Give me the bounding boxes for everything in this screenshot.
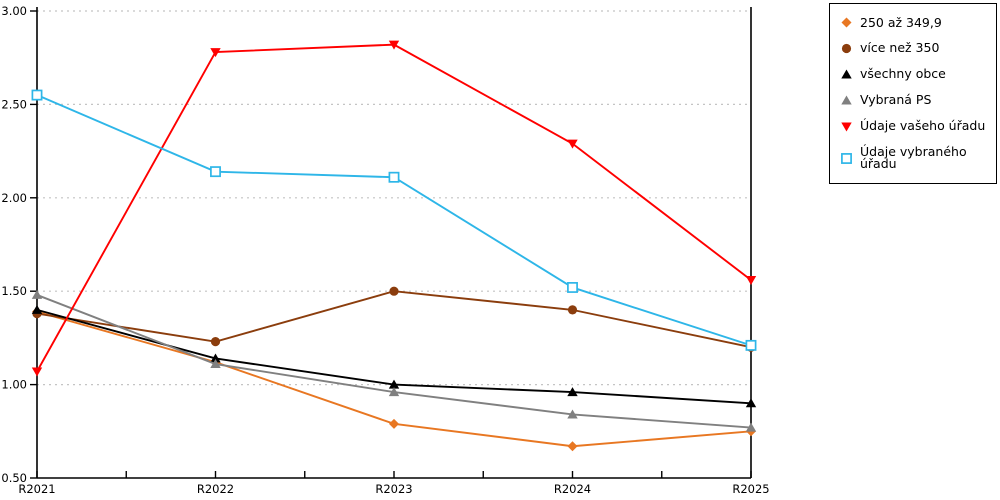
legend-marker-icon bbox=[841, 69, 852, 79]
x-tick-label: R2021 bbox=[18, 482, 55, 496]
triangle-up-marker-icon bbox=[388, 379, 400, 389]
legend-item: Údaje vašeho úřadu bbox=[840, 117, 996, 133]
series-line bbox=[36, 94, 752, 347]
open-square-marker-icon bbox=[745, 339, 757, 351]
y-tick-label: 2.50 bbox=[1, 97, 27, 111]
triangle-up-marker-icon bbox=[388, 387, 400, 397]
series-line bbox=[36, 43, 752, 372]
legend-marker-icon bbox=[841, 44, 852, 54]
triangle-up-marker-icon bbox=[745, 398, 757, 408]
circle-marker-icon bbox=[841, 44, 852, 54]
legend-item-label: všechny obce bbox=[860, 66, 946, 82]
legend-item: více než 350 bbox=[840, 42, 996, 55]
open-square-marker-icon bbox=[567, 282, 578, 293]
triangle-down-marker-icon bbox=[210, 48, 221, 58]
legend-item-label: 250 až 349,9 bbox=[860, 14, 942, 30]
triangle-down-marker-icon bbox=[567, 139, 578, 149]
triangle-up-marker-icon bbox=[745, 422, 757, 432]
open-square-marker-icon bbox=[841, 152, 852, 164]
triangle-up-marker-icon bbox=[567, 409, 578, 419]
open-square-marker-icon bbox=[210, 166, 221, 178]
triangle-up-marker-icon bbox=[31, 304, 43, 314]
triangle-up-marker-icon bbox=[210, 353, 221, 363]
legend: 250 až 349,9 více než 350 všechny obce Vybr… bbox=[829, 3, 997, 184]
open-square-marker-icon bbox=[31, 89, 43, 101]
series-4 bbox=[31, 289, 757, 432]
legend-item: Vybraná PS bbox=[840, 94, 996, 107]
legend-item-label: Údaje vašeho úřadu bbox=[860, 117, 986, 133]
legend-item-label: více než 350 bbox=[860, 40, 940, 56]
triangle-up-marker-icon bbox=[210, 359, 221, 369]
legend-marker-icon bbox=[841, 17, 852, 28]
diamond-marker-icon bbox=[841, 17, 852, 28]
series-3 bbox=[31, 304, 757, 408]
legend-item-label: Vybraná PS bbox=[860, 92, 932, 108]
triangle-down-marker-icon bbox=[745, 275, 757, 285]
x-tick-label: R2024 bbox=[554, 482, 591, 496]
triangle-down-marker-icon bbox=[31, 367, 43, 377]
triangle-up-marker-icon bbox=[31, 289, 43, 299]
triangle-up-marker-icon bbox=[567, 387, 578, 397]
legend-item-label: Údaje vybraného úřadu bbox=[860, 143, 967, 172]
legend-marker-icon bbox=[841, 95, 852, 105]
triangle-down-marker-icon bbox=[388, 40, 400, 50]
legend-item: všechny obce bbox=[840, 68, 996, 81]
series-5 bbox=[31, 40, 757, 377]
legend-marker-icon bbox=[841, 122, 852, 132]
y-tick-label: 1.50 bbox=[1, 284, 27, 298]
triangle-up-marker-icon bbox=[841, 69, 852, 79]
triangle-up-marker-icon bbox=[841, 95, 852, 105]
circle-marker-icon bbox=[567, 305, 578, 315]
triangle-down-marker-icon bbox=[841, 122, 852, 132]
legend-item: 250 až 349,9 bbox=[840, 16, 996, 29]
y-tick-label: 0.50 bbox=[1, 471, 27, 485]
x-tick-label: R2025 bbox=[732, 482, 769, 496]
diamond-marker-icon bbox=[567, 441, 578, 452]
legend-item: Údaje vybraného úřadu bbox=[840, 143, 996, 172]
x-tick-label: R2022 bbox=[197, 482, 234, 496]
series-1 bbox=[32, 306, 756, 452]
y-tick-label: 1.00 bbox=[1, 378, 27, 392]
circle-marker-icon bbox=[210, 337, 221, 347]
open-square-marker-icon bbox=[388, 171, 400, 183]
x-tick-label: R2023 bbox=[375, 482, 412, 496]
y-tick-label: 2.00 bbox=[1, 191, 27, 205]
series-line bbox=[36, 294, 752, 429]
y-tick-label: 3.00 bbox=[1, 4, 27, 18]
diamond-marker-icon bbox=[389, 418, 399, 429]
legend-marker-icon bbox=[841, 152, 852, 164]
circle-marker-icon bbox=[389, 286, 399, 296]
series-6 bbox=[31, 89, 757, 351]
